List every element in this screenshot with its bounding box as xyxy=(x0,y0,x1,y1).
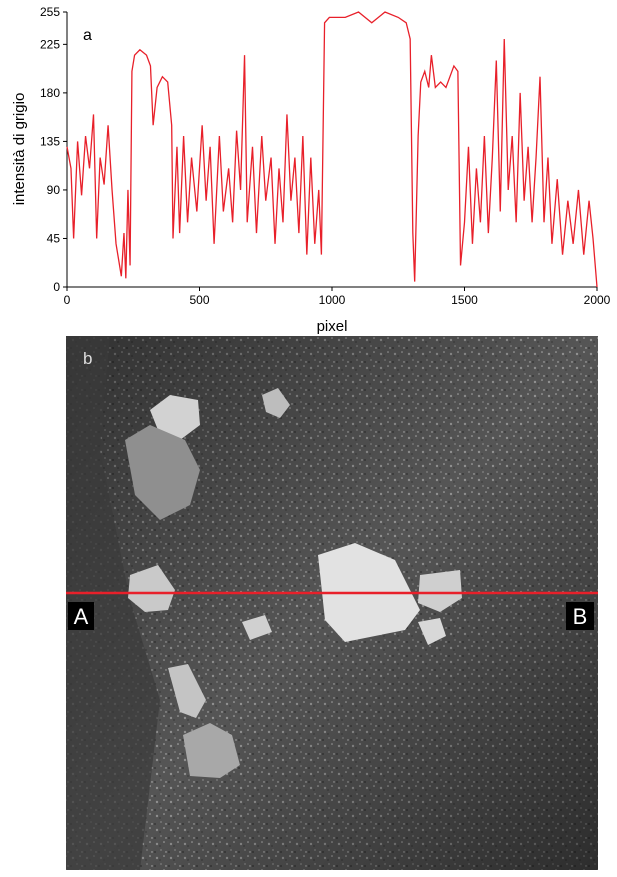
rock xyxy=(128,565,175,612)
marker-label: A xyxy=(74,604,89,629)
x-axis-label: pixel xyxy=(317,318,348,335)
shadow-area xyxy=(66,336,160,870)
x-tick-label: 1000 xyxy=(319,293,346,307)
x-tick-label: 1500 xyxy=(451,293,478,307)
panel-label: b xyxy=(83,349,92,368)
rock xyxy=(262,388,290,418)
photo: b A B xyxy=(66,336,598,870)
y-tick-label: 180 xyxy=(40,86,60,100)
rock xyxy=(242,615,272,640)
x-tick-label: 2000 xyxy=(584,293,611,307)
y-tick-label: 225 xyxy=(40,37,60,51)
marker-box xyxy=(566,602,594,630)
rock xyxy=(125,425,200,520)
marker-box xyxy=(68,602,94,630)
data-line xyxy=(66,11,598,288)
rock xyxy=(183,723,240,778)
y-tick-label: 255 xyxy=(40,5,60,19)
y-tick-label: 45 xyxy=(47,231,61,245)
y-tick-label: 0 xyxy=(53,280,60,294)
panel-label: a xyxy=(83,27,92,44)
chart: a intensità di grigio pixel 0 45 90 135 180 2… xyxy=(11,5,611,335)
y-axis-label: intensità di grigio xyxy=(11,93,28,206)
x-tick-label: 500 xyxy=(189,293,209,307)
rock xyxy=(168,664,206,718)
rock xyxy=(418,618,446,645)
rock xyxy=(150,395,200,440)
x-tick-label: 0 xyxy=(64,293,71,307)
marker-label: B xyxy=(573,604,588,629)
y-tick-label: 135 xyxy=(40,134,60,148)
rock xyxy=(418,570,462,612)
y-tick-label: 90 xyxy=(47,183,61,197)
